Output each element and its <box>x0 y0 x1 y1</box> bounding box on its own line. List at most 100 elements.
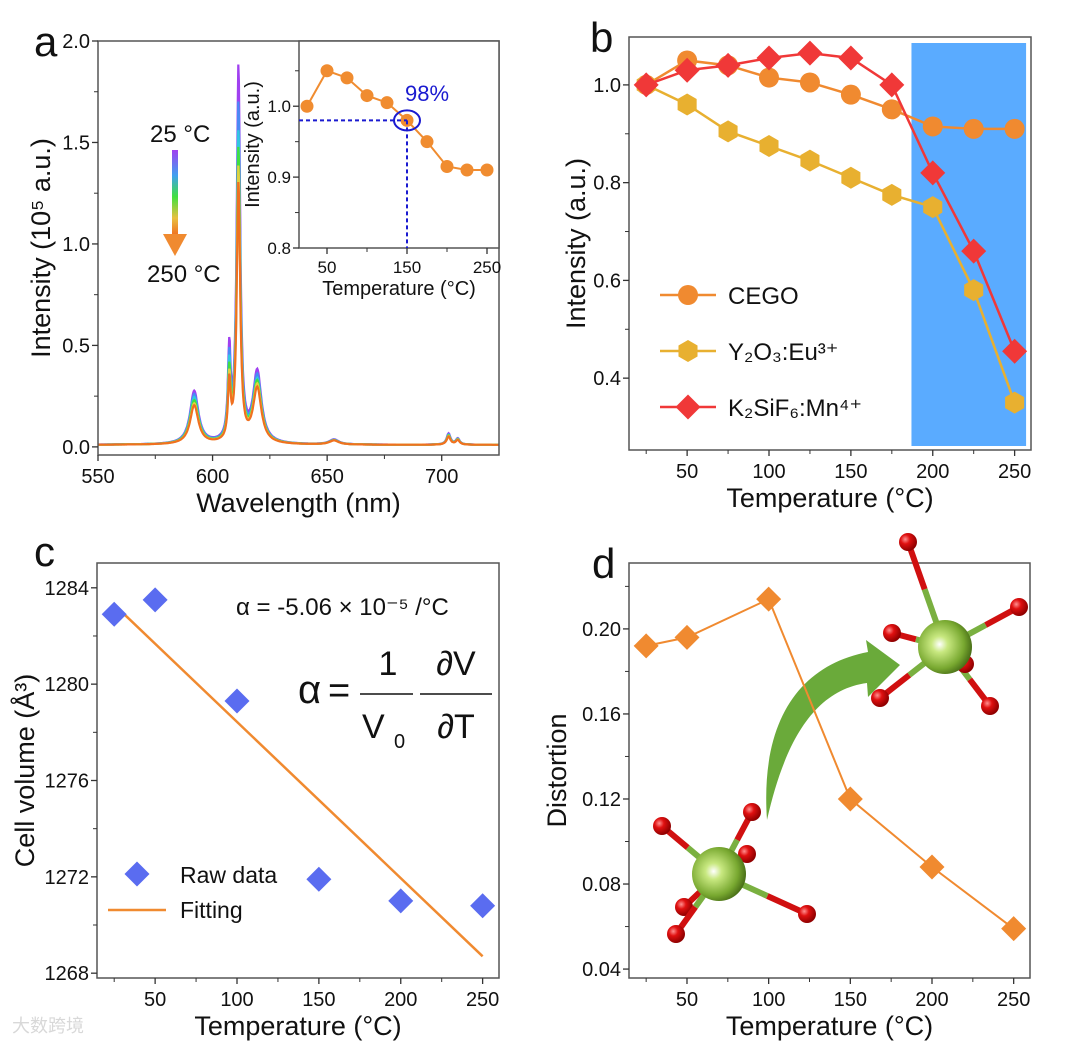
oxygen-atom <box>798 905 816 923</box>
x-tick-label: 250 <box>466 989 499 1011</box>
x-tick-label: 250 <box>473 258 501 277</box>
y-tick-label: 0.20 <box>582 619 621 641</box>
x-tick-label: 100 <box>752 461 785 483</box>
oxygen-atom <box>1010 598 1028 616</box>
inset-point <box>340 71 354 85</box>
y-axis-label: Intensity (a.u.) <box>561 158 591 329</box>
distortion-point <box>756 586 782 612</box>
formula-alpha: α <box>298 668 321 712</box>
panel-c: c 50 100 150 200 250 1268 1272 1276 1280 1284 Tempe… <box>9 528 500 1041</box>
inset-point <box>420 135 434 149</box>
y-tick-label: 0.12 <box>582 789 621 811</box>
alpha-annotation: α = -5.06 × 10⁻⁵ /°C <box>236 594 449 621</box>
oxygen-atom <box>738 845 756 863</box>
oxygen-atom <box>899 533 917 551</box>
series-2-point <box>633 72 659 98</box>
series-0-point <box>881 99 902 120</box>
series-2-point <box>756 45 782 71</box>
inset-point <box>460 163 474 177</box>
x-tick-label: 150 <box>834 461 867 483</box>
series-2-point <box>838 45 864 71</box>
panel-label: a <box>34 18 58 65</box>
y-tick-label: 0.0 <box>62 437 90 459</box>
x-tick-label: 250 <box>998 461 1031 483</box>
y-tick-label: 0.6 <box>593 270 621 292</box>
x-axis-label: Temperature (°C) <box>194 1011 401 1041</box>
x-tick-label: 650 <box>310 466 343 488</box>
y-axis-label: Cell volume (Å³) <box>9 674 40 868</box>
series-2-point <box>715 52 741 78</box>
y-tick-label: 0.8 <box>267 239 291 258</box>
legend-marker <box>678 340 698 362</box>
oxygen-atom <box>871 689 889 707</box>
inset-point <box>480 163 494 177</box>
series-0-point <box>922 116 943 137</box>
x-axis-label: Temperature (°C) <box>322 278 476 300</box>
x-tick-label: 200 <box>384 989 417 1011</box>
y-axis-label: Intensity (a.u.) <box>242 81 264 208</box>
x-tick-label: 150 <box>393 258 421 277</box>
watermark: 大数跨境 <box>12 1016 84 1036</box>
raw-data-point <box>388 888 414 914</box>
x-tick-label: 700 <box>425 466 458 488</box>
raw-data-point <box>306 866 332 892</box>
series-1-point <box>677 93 697 116</box>
x-tick-label: 250 <box>997 989 1030 1011</box>
x-axis-label: Temperature (°C) <box>726 1011 933 1041</box>
legend-marker <box>678 285 698 305</box>
y-tick-label: 1.0 <box>593 75 621 97</box>
x-tick-label: 50 <box>676 461 698 483</box>
series-1-point <box>841 166 861 189</box>
plot-frame <box>628 36 1032 451</box>
series-2-point <box>797 40 823 66</box>
series-0-point <box>963 118 984 139</box>
raw-data-point <box>470 893 496 919</box>
panel-d: d 50 100 150 200 250 0.04 0.08 0.12 0.16 0.20 Tempe… <box>542 533 1031 1041</box>
x-tick-label: 600 <box>196 466 229 488</box>
oxygen-atom <box>743 803 761 821</box>
x-tick-label: 150 <box>302 989 335 1011</box>
legend-marker <box>124 861 150 887</box>
curved-arrow-icon <box>766 640 900 820</box>
y-tick-label: 1276 <box>45 770 90 792</box>
annotation-25C: 25 °C <box>150 121 210 148</box>
spectrum-line-5 <box>98 181 499 446</box>
x-axis-label: Temperature (°C) <box>726 483 933 513</box>
y-tick-label: 0.16 <box>582 704 621 726</box>
distortion-point <box>674 624 700 650</box>
formula-denominator-1: V <box>362 708 385 746</box>
central-atom <box>918 620 972 674</box>
inset-chart: 50 150 250 0.8 0.9 1.0 Temperature (°C) Intensi… <box>242 40 501 300</box>
panel-label: d <box>592 540 615 587</box>
chart-layer: a 550 600 650 700 0.0 0.5 1.0 1.5 2.0 Wavelength (… <box>9 14 1032 1041</box>
legend-label: Raw data <box>180 862 277 888</box>
x-tick-label: 550 <box>81 466 114 488</box>
y-tick-label: 2.0 <box>62 31 90 53</box>
x-tick-label: 100 <box>752 989 785 1011</box>
series-0-point <box>840 84 861 105</box>
series-1-point <box>800 149 820 172</box>
inset-line <box>306 69 487 172</box>
series-2-point <box>674 57 700 83</box>
inset-point <box>320 64 334 78</box>
series-2-point <box>1002 338 1028 364</box>
y-tick-label: 0.8 <box>593 173 621 195</box>
series-2-point <box>961 238 987 264</box>
legend-marker <box>675 394 701 420</box>
raw-data-point <box>101 601 127 627</box>
series-0-point <box>759 67 780 88</box>
inset-background <box>299 41 499 248</box>
legend-label: CEGO <box>728 283 799 310</box>
formula-numerator-2: ∂V <box>436 645 476 683</box>
arrow-down-icon <box>163 234 187 256</box>
panel-label: c <box>34 528 55 575</box>
formula-subscript: 0 <box>394 731 405 753</box>
x-axis-label: Wavelength (nm) <box>196 488 401 518</box>
y-tick-label: 1.0 <box>267 97 291 116</box>
y-tick-label: 1272 <box>45 867 90 889</box>
legend-label: Y₂O₃:Eu³⁺ <box>728 339 838 366</box>
x-tick-label: 200 <box>915 989 948 1011</box>
panel-b: b 50 100 150 200 250 0.4 0.6 0.8 1.0 Temperature (… <box>561 14 1032 513</box>
oxygen-atom <box>667 925 685 943</box>
